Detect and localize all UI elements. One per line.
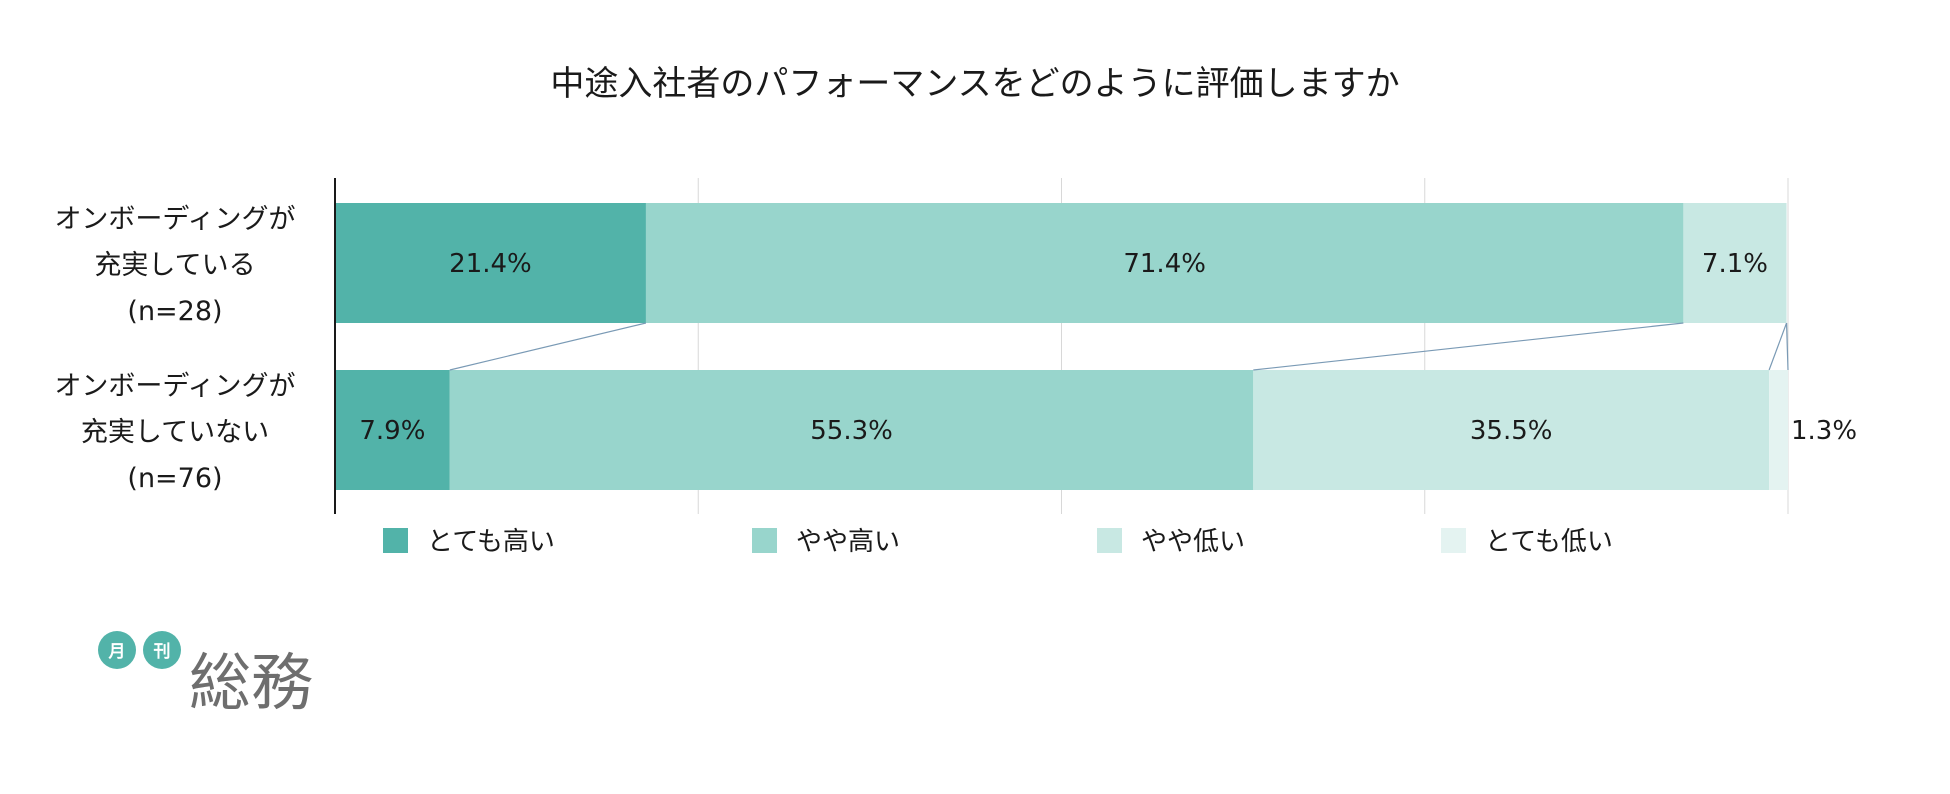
legend-swatch: [383, 528, 408, 553]
bar-segment: [1683, 203, 1787, 323]
data-label: 55.3%: [810, 416, 893, 446]
category-label: オンボーディングが: [54, 204, 295, 235]
series-line: [449, 322, 647, 371]
category-label: (n=28): [127, 296, 222, 327]
legend-label: やや低い: [1141, 527, 1245, 557]
bar-segment: [1253, 370, 1770, 490]
data-label: 21.4%: [449, 249, 532, 279]
logo-badge-circle: [98, 631, 136, 669]
legend-label: やや高い: [796, 527, 900, 557]
category-label: 充実している: [94, 250, 255, 281]
legend-label: とても低い: [1485, 527, 1613, 557]
logo-badge-2: 刊: [154, 642, 171, 662]
legend-swatch: [1441, 528, 1466, 553]
bar-segment: [335, 370, 450, 490]
legend-swatch: [752, 528, 777, 553]
logo-badge-1: 月: [108, 642, 126, 662]
series-line: [1253, 322, 1684, 371]
series-line: [1768, 322, 1788, 371]
bar-segment: [645, 203, 1684, 323]
legend-label: とても高い: [427, 527, 555, 557]
gekkan-soumu-logo: 月 刊 総務: [98, 631, 313, 710]
data-label: 71.4%: [1123, 249, 1206, 279]
data-label: 7.1%: [1702, 249, 1768, 279]
chart-title: 中途入社者のパフォーマンスをどのように評価しますか: [550, 64, 1399, 104]
bar-segment: [1769, 370, 1788, 490]
logo-wordmark: 総務: [189, 646, 313, 710]
logo-badge-circle: [143, 631, 181, 669]
category-label: (n=76): [127, 463, 222, 494]
legend-swatch: [1097, 528, 1122, 553]
data-label: 35.5%: [1470, 416, 1553, 446]
bar-segment: [449, 370, 1254, 490]
bar-segment: [335, 203, 646, 323]
data-label: 1.3%: [1791, 416, 1857, 446]
category-label: 充実していない: [81, 417, 269, 448]
category-label: オンボーディングが: [54, 371, 295, 402]
data-label: 7.9%: [359, 416, 425, 446]
series-line: [1785, 322, 1789, 371]
